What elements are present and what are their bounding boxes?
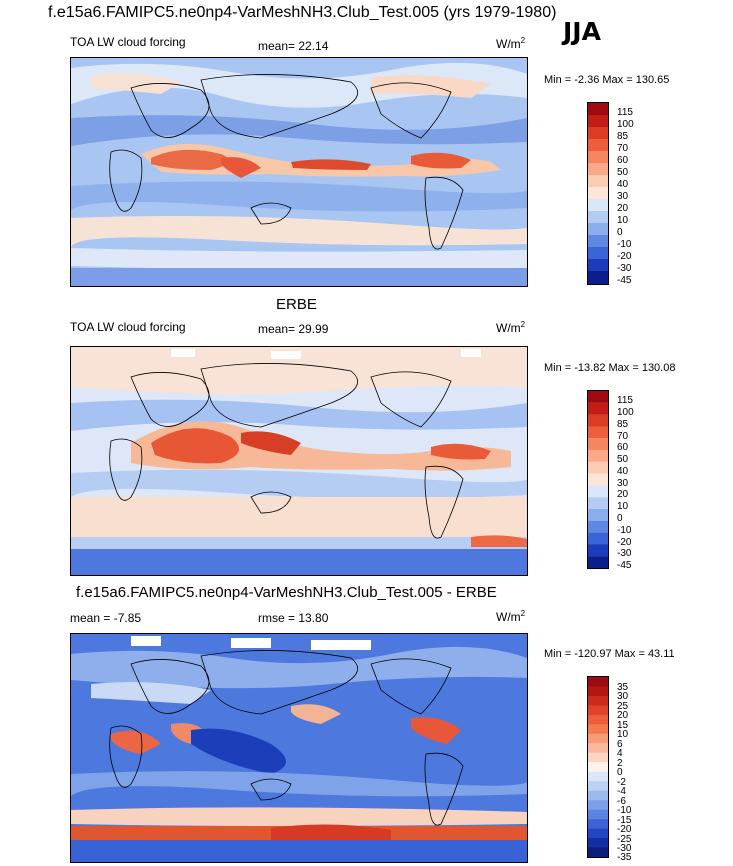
- tick: -20: [617, 251, 632, 262]
- panel3-minmax-label: Min = -120.97 Max = 43.11: [544, 648, 675, 660]
- tick: 60: [617, 155, 629, 166]
- panel1-mean-label: mean= 22.14: [258, 39, 329, 53]
- tick: -45: [617, 560, 632, 571]
- tick: 0: [617, 513, 623, 524]
- tick: 30: [617, 191, 629, 202]
- tick: -6: [617, 796, 626, 807]
- panel1-colorbar-fill: [588, 103, 608, 284]
- tick: 70: [617, 143, 629, 154]
- tick: 85: [617, 131, 629, 142]
- tick: -30: [617, 843, 632, 854]
- panel3-title: f.e15a6.FAMIPC5.ne0np4-VarMeshNH3.Club_T…: [76, 584, 497, 601]
- tick: -45: [617, 275, 632, 286]
- tick: 50: [617, 454, 629, 465]
- tick: -30: [617, 548, 632, 559]
- panel3-map-field: [71, 634, 527, 862]
- tick: 115: [617, 107, 633, 118]
- tick: 4: [617, 748, 623, 759]
- tick: 85: [617, 419, 629, 430]
- tick: 2: [617, 758, 623, 769]
- panel2-minmax-label: Min = -13.82 Max = 130.08: [544, 362, 676, 374]
- tick: 30: [617, 691, 629, 702]
- tick: 70: [617, 431, 629, 442]
- panel2-title: ERBE: [276, 296, 317, 313]
- tick: 35: [617, 682, 629, 693]
- panel2-variable-label: TOA LW cloud forcing: [70, 320, 186, 334]
- panel3-rmse-label: rmse = 13.80: [258, 611, 329, 625]
- tick: -10: [617, 239, 632, 250]
- panel1-colorbar: [587, 102, 609, 285]
- tick: -4: [617, 786, 626, 797]
- figure-title: f.e15a6.FAMIPC5.ne0np4-VarMeshNH3.Club_T…: [48, 4, 557, 21]
- tick: 100: [617, 119, 634, 130]
- tick: 15: [617, 720, 629, 731]
- tick: 20: [617, 489, 629, 500]
- tick: 10: [617, 501, 629, 512]
- tick: 10: [617, 215, 629, 226]
- panel3-units-label: W/m2: [496, 609, 526, 624]
- tick: 115: [617, 395, 633, 406]
- season-label: JJA: [563, 17, 601, 46]
- tick: 40: [617, 466, 629, 477]
- panel3-mean-label: mean = -7.85: [70, 611, 142, 625]
- tick: -20: [617, 824, 632, 835]
- tick: -10: [617, 805, 632, 816]
- tick: -35: [617, 852, 632, 863]
- panel2-map-field: [71, 347, 527, 575]
- panel2-units-label: W/m2: [496, 320, 526, 335]
- tick: 25: [617, 701, 629, 712]
- tick: 10: [617, 729, 629, 740]
- tick: 0: [617, 767, 623, 778]
- tick: 6: [617, 739, 623, 750]
- tick: 30: [617, 478, 629, 489]
- panel2-map: [70, 346, 528, 576]
- tick: 0: [617, 227, 623, 238]
- tick: -10: [617, 525, 632, 536]
- tick: -25: [617, 834, 632, 845]
- tick: 20: [617, 710, 629, 721]
- tick: -20: [617, 537, 632, 548]
- panel2-mean-label: mean= 29.99: [258, 322, 329, 336]
- panel1-map-field: [71, 58, 527, 286]
- panel1-units-label: W/m2: [496, 36, 526, 51]
- tick: 50: [617, 167, 629, 178]
- panel1-variable-label: TOA LW cloud forcing: [70, 35, 186, 49]
- tick: -15: [617, 815, 632, 826]
- panel3-colorbar-fill: [588, 677, 608, 858]
- tick: -2: [617, 777, 626, 788]
- panel3-colorbar: [587, 676, 609, 858]
- tick: 40: [617, 179, 629, 190]
- tick: -30: [617, 263, 632, 274]
- tick: 20: [617, 203, 629, 214]
- panel2-colorbar-fill: [588, 391, 608, 569]
- tick: 60: [617, 442, 629, 453]
- panel3-map: [70, 633, 528, 863]
- panel1-map: [70, 57, 528, 287]
- panel1-minmax-label: Min = -2.36 Max = 130.65: [544, 74, 670, 86]
- tick: 100: [617, 407, 634, 418]
- panel2-colorbar: [587, 390, 609, 569]
